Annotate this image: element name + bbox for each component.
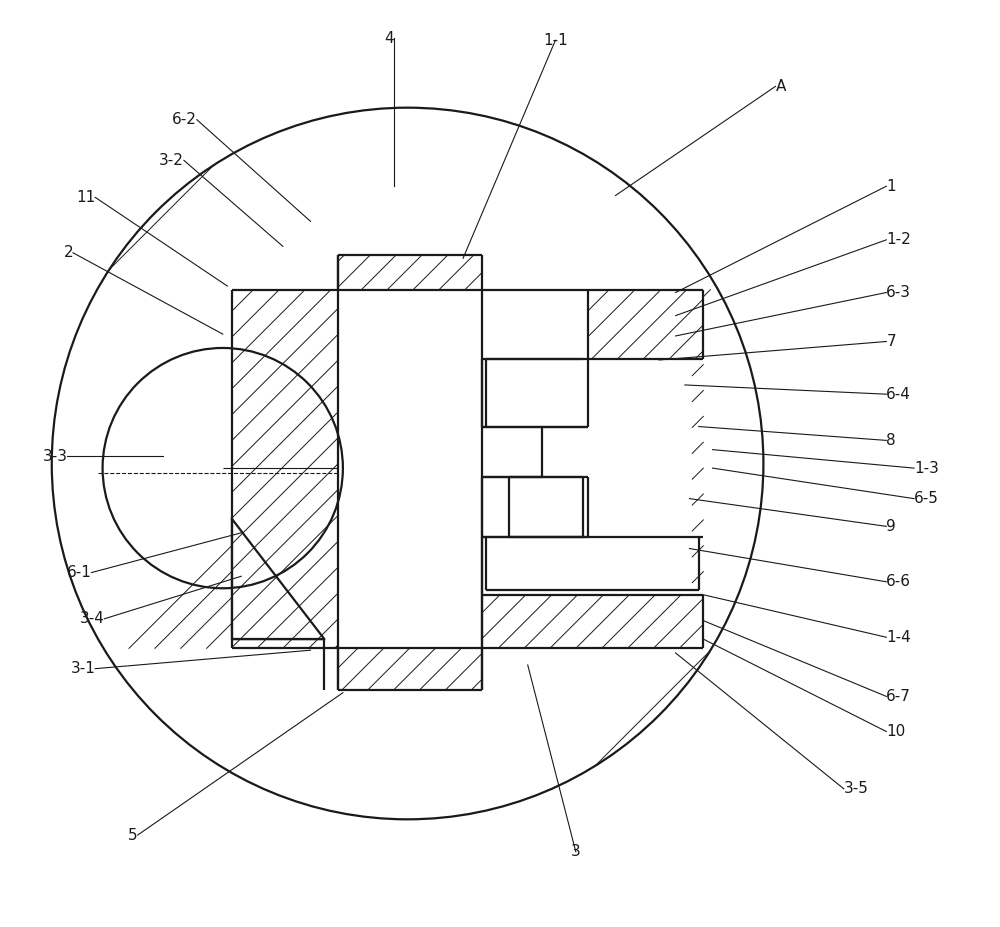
Text: 3-1: 3-1 [70, 661, 95, 676]
Text: 9: 9 [886, 519, 896, 534]
Text: 1-1: 1-1 [543, 32, 568, 47]
Text: 6-7: 6-7 [886, 689, 911, 704]
Text: 6-1: 6-1 [67, 565, 91, 580]
Text: 7: 7 [886, 334, 896, 349]
Text: 6-4: 6-4 [886, 387, 911, 401]
Text: 6-3: 6-3 [886, 285, 911, 300]
Text: 6-2: 6-2 [172, 112, 197, 127]
Text: 6-6: 6-6 [886, 575, 911, 590]
Text: 1-3: 1-3 [914, 461, 939, 476]
Text: 10: 10 [886, 724, 906, 739]
Text: 1: 1 [886, 179, 896, 194]
Text: 6-5: 6-5 [914, 491, 939, 506]
Text: 11: 11 [76, 190, 95, 205]
Text: A: A [775, 79, 786, 94]
Text: 3-3: 3-3 [42, 449, 67, 464]
Text: 3-2: 3-2 [159, 153, 184, 168]
Text: 1-2: 1-2 [886, 233, 911, 248]
Text: 3-5: 3-5 [844, 781, 869, 796]
Text: 3-4: 3-4 [80, 611, 104, 627]
Text: 4: 4 [384, 31, 394, 45]
Text: 3: 3 [571, 844, 581, 859]
Text: 1-4: 1-4 [886, 629, 911, 645]
Text: 5: 5 [128, 828, 138, 843]
Text: 2: 2 [63, 246, 73, 260]
Text: 8: 8 [886, 433, 896, 448]
